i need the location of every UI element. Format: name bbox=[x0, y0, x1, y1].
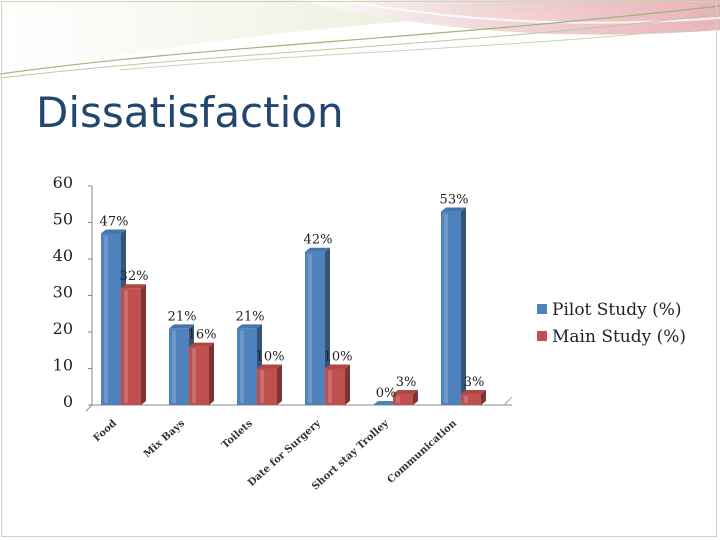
data-label: 21% bbox=[168, 309, 197, 324]
data-label: 47% bbox=[100, 214, 129, 229]
bar-top bbox=[325, 364, 350, 369]
y-tick-label: 20 bbox=[53, 319, 73, 338]
bar-side bbox=[209, 342, 214, 405]
bar-highlight bbox=[260, 370, 264, 403]
bar-top bbox=[169, 324, 194, 329]
data-label: 10% bbox=[324, 350, 353, 365]
bar-front bbox=[189, 346, 209, 405]
bar-side bbox=[345, 364, 350, 405]
data-label: 21% bbox=[236, 309, 265, 324]
y-tick-label: 60 bbox=[53, 173, 73, 192]
y-tick-label: 40 bbox=[53, 246, 73, 265]
bar-top bbox=[121, 284, 146, 289]
bar-main bbox=[461, 390, 486, 405]
bar-side bbox=[481, 390, 486, 405]
chart-bars bbox=[101, 207, 486, 405]
data-label: 3% bbox=[464, 375, 485, 390]
bar-front bbox=[325, 368, 345, 405]
bar-highlight bbox=[104, 235, 108, 403]
bar-front bbox=[461, 394, 481, 405]
bar-highlight bbox=[124, 290, 128, 403]
category-label: Communication bbox=[385, 418, 459, 486]
bar-main bbox=[257, 364, 282, 405]
bar-front bbox=[101, 233, 121, 405]
bar-front bbox=[257, 368, 277, 405]
bar-main bbox=[325, 364, 350, 405]
bar-top bbox=[393, 390, 418, 395]
data-label: 0% bbox=[376, 386, 397, 401]
category-label: Food bbox=[92, 418, 119, 444]
bar-front bbox=[305, 251, 325, 405]
bar-highlight bbox=[192, 348, 196, 403]
category-label: Short stay Trolley bbox=[310, 417, 392, 492]
y-tick-label: 30 bbox=[53, 283, 73, 302]
chart-legend: Pilot Study (%) Main Study (%) bbox=[537, 300, 686, 347]
bar-highlight bbox=[328, 370, 332, 403]
slide-title: Dissatisfaction bbox=[36, 88, 344, 137]
bar-top bbox=[189, 342, 214, 347]
bar-side bbox=[277, 364, 282, 405]
bar-front bbox=[393, 394, 413, 405]
bar-pilot bbox=[441, 207, 466, 405]
data-label: 3% bbox=[396, 375, 417, 390]
bar-highlight bbox=[172, 330, 176, 403]
data-label: 53% bbox=[440, 193, 469, 208]
legend-swatch bbox=[537, 331, 547, 341]
axis-corner bbox=[85, 404, 93, 412]
bar-front bbox=[121, 288, 141, 405]
bar-side bbox=[461, 207, 466, 405]
category-label: Date for Surgery bbox=[246, 417, 324, 489]
y-tick-label: 50 bbox=[53, 210, 73, 229]
bar-side bbox=[141, 284, 146, 405]
bar-top bbox=[461, 390, 486, 395]
chart-axes: 0 10 20 30 40 50 60 bbox=[53, 173, 513, 412]
bar-front bbox=[169, 328, 189, 405]
bar-main bbox=[189, 342, 214, 405]
bar-highlight bbox=[240, 330, 244, 403]
bar-highlight bbox=[396, 396, 400, 403]
floor-edge bbox=[503, 396, 513, 406]
data-label: 10% bbox=[256, 350, 285, 365]
bar-highlight bbox=[444, 213, 448, 403]
header-decoration bbox=[0, 0, 720, 79]
chart-labels: 47% 32% Food 21% 16% Mix Bays 21% 10% Toilets 42%… bbox=[92, 193, 485, 493]
legend-swatch bbox=[537, 304, 547, 314]
bar-front bbox=[237, 328, 257, 405]
bar-main bbox=[121, 284, 146, 405]
bar-flat bbox=[373, 401, 398, 405]
bar-front bbox=[441, 211, 461, 405]
bar-top bbox=[237, 324, 262, 329]
bar-top bbox=[441, 207, 466, 212]
bar-pilot bbox=[373, 401, 398, 405]
data-label: 42% bbox=[304, 233, 333, 248]
bar-side bbox=[413, 390, 418, 405]
y-tick-label: 10 bbox=[53, 356, 73, 375]
category-label: Toilets bbox=[220, 418, 255, 451]
legend-label: Main Study (%) bbox=[552, 327, 686, 347]
bar-highlight bbox=[464, 396, 468, 403]
bar-main bbox=[393, 390, 418, 405]
legend-label: Pilot Study (%) bbox=[552, 300, 682, 320]
bar-top bbox=[305, 247, 330, 252]
bar-highlight bbox=[308, 253, 312, 403]
y-tick-label: 0 bbox=[63, 392, 73, 411]
data-label: 32% bbox=[120, 269, 149, 284]
category-label: Mix Bays bbox=[142, 418, 187, 460]
data-label: 16% bbox=[188, 328, 217, 343]
bar-top bbox=[257, 364, 282, 369]
bar-top bbox=[101, 229, 126, 234]
